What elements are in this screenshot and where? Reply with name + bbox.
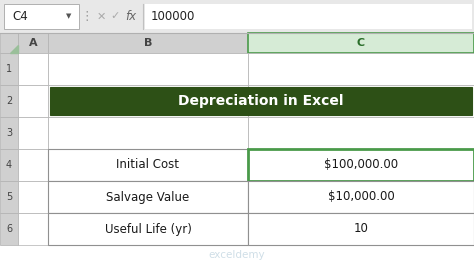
- FancyBboxPatch shape: [248, 213, 474, 245]
- FancyBboxPatch shape: [48, 213, 248, 245]
- Text: Salvage Value: Salvage Value: [106, 190, 190, 203]
- FancyBboxPatch shape: [18, 149, 48, 181]
- FancyBboxPatch shape: [0, 181, 18, 213]
- Text: fx: fx: [126, 10, 137, 23]
- FancyBboxPatch shape: [48, 33, 248, 53]
- Text: 2: 2: [6, 96, 12, 106]
- FancyBboxPatch shape: [248, 181, 474, 213]
- FancyBboxPatch shape: [248, 117, 474, 149]
- FancyBboxPatch shape: [248, 53, 474, 85]
- FancyBboxPatch shape: [18, 53, 48, 85]
- Polygon shape: [10, 45, 18, 53]
- Text: $10,000.00: $10,000.00: [328, 190, 394, 203]
- FancyBboxPatch shape: [0, 85, 18, 117]
- Text: C: C: [357, 38, 365, 48]
- FancyBboxPatch shape: [0, 149, 18, 181]
- FancyBboxPatch shape: [48, 181, 248, 213]
- FancyBboxPatch shape: [48, 117, 248, 149]
- FancyBboxPatch shape: [248, 181, 474, 213]
- FancyBboxPatch shape: [248, 149, 474, 181]
- Text: 4: 4: [6, 160, 12, 170]
- FancyBboxPatch shape: [48, 149, 248, 181]
- FancyBboxPatch shape: [48, 213, 248, 245]
- Text: 10: 10: [354, 222, 368, 235]
- Text: B: B: [144, 38, 152, 48]
- FancyBboxPatch shape: [4, 4, 79, 29]
- FancyBboxPatch shape: [0, 213, 18, 245]
- Text: 100000: 100000: [151, 10, 195, 23]
- FancyBboxPatch shape: [50, 87, 472, 115]
- FancyBboxPatch shape: [248, 85, 474, 117]
- Text: C4: C4: [12, 10, 28, 23]
- Text: ▼: ▼: [66, 14, 72, 19]
- Text: Useful Life (yr): Useful Life (yr): [105, 222, 191, 235]
- Text: $100,000.00: $100,000.00: [324, 159, 398, 172]
- Text: 1: 1: [6, 64, 12, 74]
- Text: 5: 5: [6, 192, 12, 202]
- FancyBboxPatch shape: [48, 85, 248, 117]
- Text: Depreciation in Excel: Depreciation in Excel: [178, 94, 344, 108]
- FancyBboxPatch shape: [18, 181, 48, 213]
- Text: ⋮: ⋮: [81, 10, 93, 23]
- FancyBboxPatch shape: [0, 33, 474, 266]
- FancyBboxPatch shape: [145, 4, 472, 29]
- FancyBboxPatch shape: [0, 0, 474, 33]
- Text: ✓: ✓: [110, 11, 120, 22]
- FancyBboxPatch shape: [48, 149, 248, 181]
- FancyBboxPatch shape: [48, 53, 248, 85]
- Text: Initial Cost: Initial Cost: [117, 159, 180, 172]
- FancyBboxPatch shape: [18, 33, 48, 53]
- FancyBboxPatch shape: [48, 181, 248, 213]
- Text: A: A: [29, 38, 37, 48]
- Text: 3: 3: [6, 128, 12, 138]
- FancyBboxPatch shape: [248, 213, 474, 245]
- FancyBboxPatch shape: [18, 213, 48, 245]
- Text: ✕: ✕: [96, 11, 106, 22]
- FancyBboxPatch shape: [0, 117, 18, 149]
- FancyBboxPatch shape: [248, 149, 474, 181]
- Text: 6: 6: [6, 224, 12, 234]
- FancyBboxPatch shape: [0, 53, 18, 85]
- FancyBboxPatch shape: [248, 33, 474, 53]
- Text: exceldemy: exceldemy: [209, 251, 265, 260]
- FancyBboxPatch shape: [0, 33, 18, 53]
- FancyBboxPatch shape: [18, 117, 48, 149]
- FancyBboxPatch shape: [18, 85, 48, 117]
